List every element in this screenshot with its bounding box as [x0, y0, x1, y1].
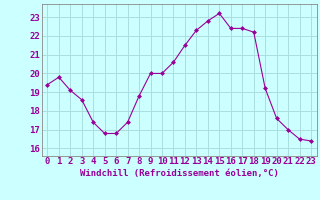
X-axis label: Windchill (Refroidissement éolien,°C): Windchill (Refroidissement éolien,°C) — [80, 169, 279, 178]
